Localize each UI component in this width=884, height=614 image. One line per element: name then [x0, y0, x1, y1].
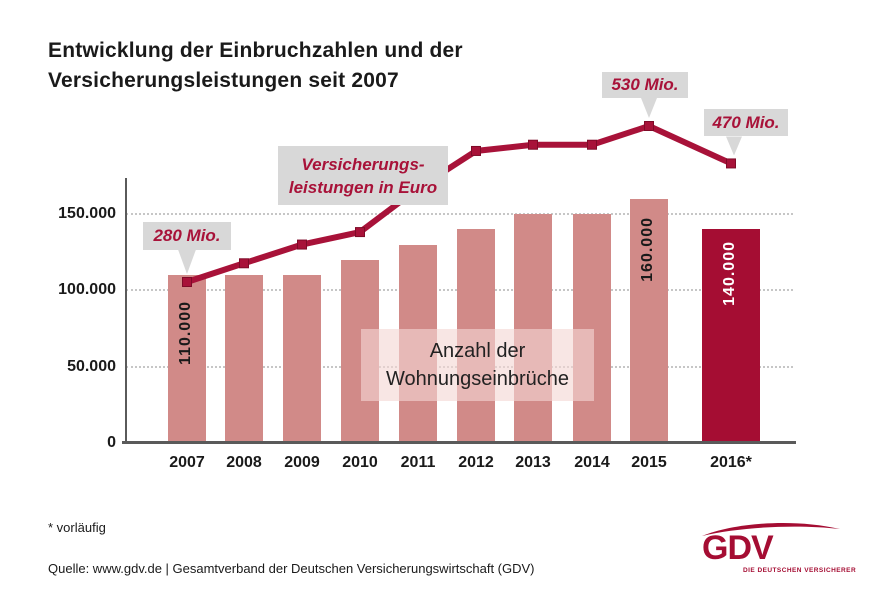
gdv-logo-text: GDV	[702, 529, 774, 567]
line-series-label-line1: Versicherungs-	[301, 155, 425, 174]
bar-2009	[283, 275, 321, 441]
callout-530: 530 Mio.	[602, 72, 688, 98]
x-tick-label: 2012	[458, 454, 494, 471]
bar-2007	[168, 275, 206, 441]
x-tick-label: 2009	[284, 454, 320, 471]
line-series-label-line2: leistungen in Euro	[288, 178, 438, 197]
callout-470: 470 Mio.	[704, 109, 788, 137]
bar-series-label-line1: Anzahl der	[429, 340, 526, 362]
page-title: Entwicklung der Einbruchzahlen und der V…	[48, 36, 463, 96]
x-tick-label: 2007	[169, 454, 205, 471]
x-tick-label: 2016*	[710, 454, 752, 471]
y-tick-label: 100.000	[58, 281, 116, 299]
x-tick-label: 2013	[515, 454, 551, 471]
x-tick-label: 2014	[574, 454, 610, 471]
page-title-line1: Entwicklung der Einbruchzahlen und der	[48, 39, 463, 62]
x-axis-line	[122, 441, 796, 444]
y-tick-label: 50.000	[67, 357, 116, 375]
footnote: * vorläufig	[48, 520, 106, 535]
callout-pointer	[641, 98, 657, 118]
callout-280: 280 Mio.	[143, 222, 231, 250]
gdv-logo: GDV DIE DEUTSCHEN VERSICHERER	[700, 518, 856, 580]
x-tick-label: 2015	[631, 454, 667, 471]
gdv-swoosh-icon	[702, 522, 840, 536]
x-tick-label: 2011	[400, 454, 436, 471]
y-tick-label: 150.000	[58, 205, 116, 222]
y-tick-label: 0	[107, 434, 116, 451]
bar-2008	[225, 275, 263, 441]
page-title-line2: Versicherungsleistungen seit 2007	[48, 69, 399, 92]
x-tick-label: 2010	[342, 454, 378, 471]
y-axis-line	[125, 178, 127, 443]
bar-series-label: Anzahl der Wohnungseinbrüche	[361, 329, 594, 401]
source-line: Quelle: www.gdv.de | Gesamtverband der D…	[48, 561, 535, 576]
x-tick-label: 2008	[226, 454, 262, 471]
line-series-label: Versicherungs- leistungen in Euro	[278, 146, 448, 205]
callout-pointer	[726, 136, 742, 156]
bar-series-label-line2: Wohnungseinbrüche	[385, 368, 570, 390]
callout-pointer	[178, 250, 196, 274]
gdv-logo-tagline: DIE DEUTSCHEN VERSICHERER	[743, 567, 857, 574]
